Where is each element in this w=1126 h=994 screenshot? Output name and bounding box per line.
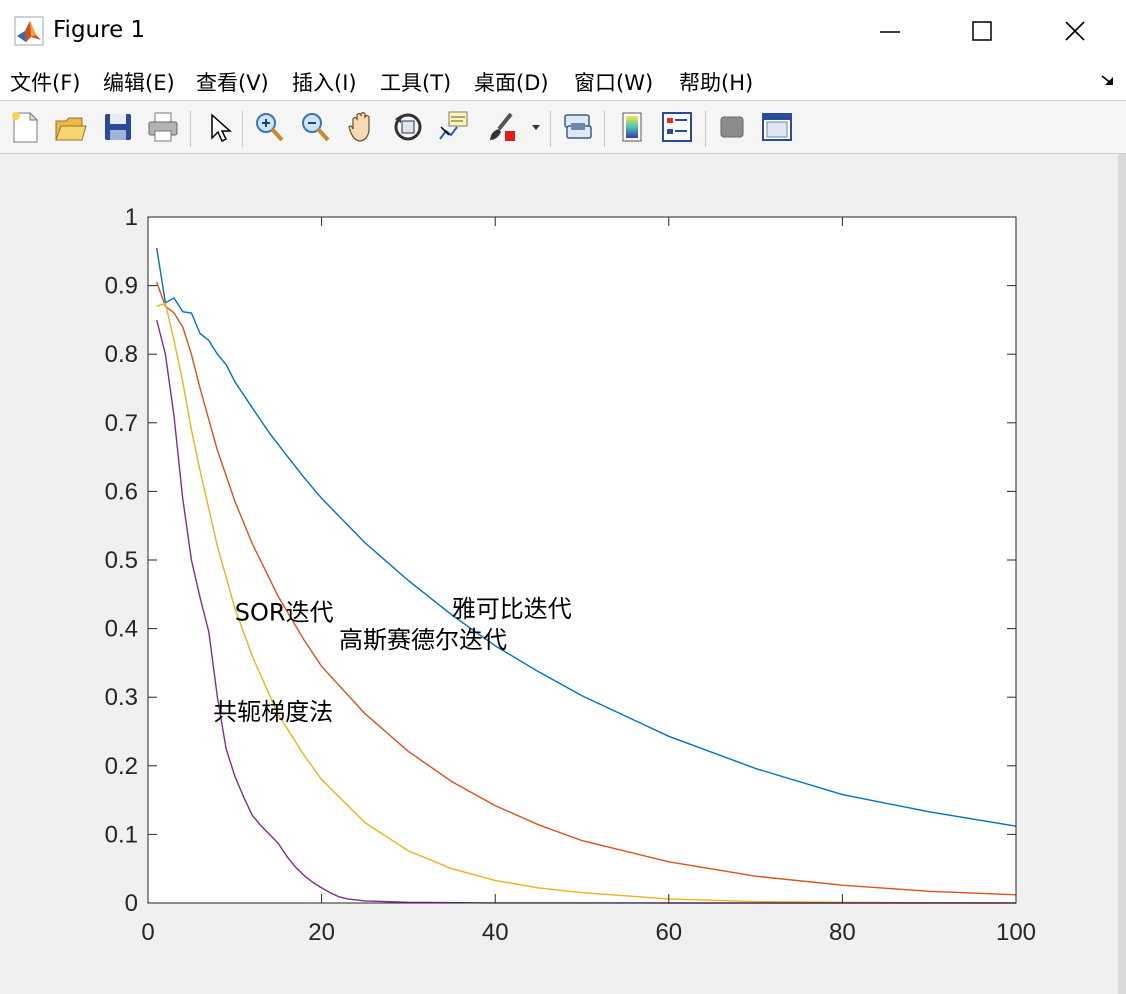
close-button[interactable]	[1045, 8, 1105, 54]
open-file-icon[interactable]	[53, 109, 87, 145]
hide-plot-tools-icon[interactable]	[715, 109, 749, 145]
figure-canvas: 0 20 40 60 80 100 0 0.1 0.2 0.3 0.4 0.5 0.6 0.7 0.8 0.9…	[0, 154, 1118, 994]
y-tick-label: 0.3	[105, 684, 138, 711]
toolbar-separator	[550, 111, 551, 147]
gauss-seidel-series-line	[156, 281, 1017, 896]
maximize-icon	[972, 21, 992, 41]
y-tick-label: 0.5	[105, 547, 138, 574]
y-tick-label: 0.4	[105, 616, 138, 643]
menu-help[interactable]: 帮助(H)	[679, 71, 754, 95]
plot-area	[148, 217, 1016, 903]
print-icon[interactable]	[146, 109, 180, 145]
series-annotation: 雅可比迭代	[452, 595, 572, 623]
menu-edit[interactable]: 编辑(E)	[103, 71, 175, 95]
toolbar-separator	[705, 111, 706, 147]
dock-arrow-icon[interactable]	[1100, 72, 1116, 92]
window-title: Figure 1	[53, 17, 146, 43]
y-tick-label: 1	[125, 204, 138, 231]
x-tick-label: 60	[655, 919, 682, 946]
pan-hand-icon[interactable]	[345, 109, 379, 145]
y-tick-label: 0.8	[105, 341, 138, 368]
data-cursor-icon[interactable]	[437, 109, 471, 145]
y-tick-label: 0	[125, 890, 138, 917]
figure-toolbar	[0, 101, 1126, 154]
x-tick-label: 40	[482, 919, 509, 946]
toolbar-separator	[190, 111, 191, 147]
pointer-icon[interactable]	[203, 109, 237, 145]
y-tick-label: 0.7	[105, 410, 138, 437]
menu-bar: 文件(F) 编辑(E) 查看(V) 插入(I) 工具(T) 桌面(D) 窗口(W…	[0, 62, 1126, 101]
zoom-in-icon[interactable]	[252, 109, 286, 145]
menu-tools[interactable]: 工具(T)	[380, 71, 452, 95]
legend-icon[interactable]	[660, 109, 694, 145]
show-plot-tools-icon[interactable]	[760, 109, 794, 145]
zoom-out-icon[interactable]	[298, 109, 332, 145]
new-figure-icon[interactable]	[8, 109, 42, 145]
minimize-button[interactable]	[860, 8, 920, 54]
conjugate-gradient-series-line	[156, 319, 1016, 904]
x-tick-label: 80	[829, 919, 856, 946]
brush-icon[interactable]	[485, 109, 519, 145]
colorbar-icon[interactable]	[615, 109, 649, 145]
menu-file[interactable]: 文件(F)	[10, 71, 81, 95]
line-chart: 0 20 40 60 80 100 0 0.1 0.2 0.3 0.4 0.5 0.6 0.7 0.8 0.9…	[105, 204, 1036, 946]
menu-view[interactable]: 查看(V)	[196, 71, 269, 95]
y-tick-label: 0.1	[105, 821, 138, 848]
x-tick-label: 100	[996, 919, 1036, 946]
x-tick-label: 20	[308, 919, 335, 946]
y-tick-label: 0.2	[105, 753, 138, 780]
series-annotation: SOR迭代	[235, 598, 334, 626]
title-bar: Figure 1	[0, 0, 1126, 62]
rotate-3d-icon[interactable]	[391, 109, 425, 145]
window-edge	[1118, 154, 1126, 994]
link-plot-icon[interactable]	[561, 109, 595, 145]
series-annotation: 共轭梯度法	[213, 698, 333, 726]
sor-series-line	[156, 302, 1017, 904]
series-annotation: 高斯赛德尔迭代	[339, 626, 507, 654]
toolbar-separator	[242, 111, 243, 147]
y-tick-label: 0.9	[105, 273, 138, 300]
minimize-icon	[880, 31, 900, 33]
x-tick-label: 0	[141, 919, 154, 946]
save-icon[interactable]	[101, 109, 135, 145]
matlab-logo-icon	[14, 16, 44, 46]
menu-window[interactable]: 窗口(W)	[574, 71, 654, 95]
jacobi-series-line	[156, 247, 1017, 827]
maximize-button[interactable]	[952, 8, 1012, 54]
menu-insert[interactable]: 插入(I)	[292, 71, 357, 95]
toolbar-separator	[604, 111, 605, 147]
menu-desktop[interactable]: 桌面(D)	[474, 71, 549, 95]
close-icon	[1065, 21, 1085, 41]
brush-dropdown-icon[interactable]	[527, 109, 545, 145]
y-tick-label: 0.6	[105, 478, 138, 505]
